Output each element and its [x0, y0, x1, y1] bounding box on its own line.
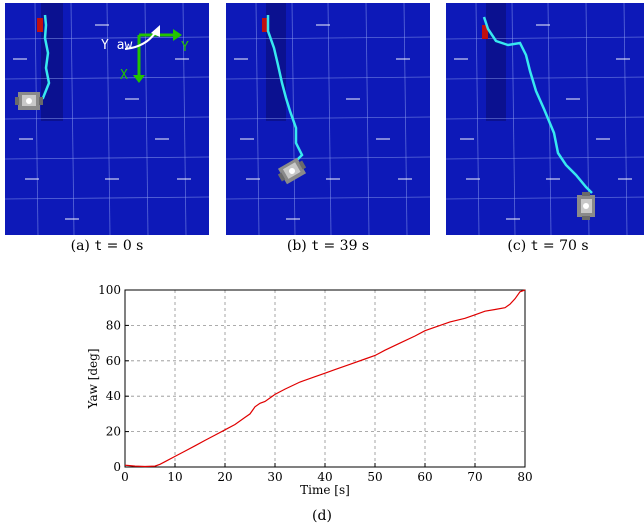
- x-tick-label: 30: [267, 470, 282, 484]
- dark-strip: [486, 3, 506, 121]
- caption-label: (a): [70, 238, 90, 254]
- start-marker: [482, 25, 488, 39]
- caption-var: t: [311, 239, 320, 254]
- start-marker: [37, 18, 43, 32]
- x-tick-label: 40: [317, 470, 332, 484]
- robot-icon: [577, 192, 595, 220]
- caption-value: = 39 s: [323, 238, 370, 254]
- x-axis-label: X: [120, 68, 128, 83]
- yaw-series-line: [124, 289, 526, 468]
- trajectory-line: [482, 16, 593, 194]
- y-tick-label: 60: [106, 354, 121, 368]
- trajectory-line: [34, 14, 51, 105]
- caption-var: t: [94, 239, 103, 254]
- caption-label: (c): [507, 238, 527, 254]
- robot-icon: [277, 157, 307, 185]
- robot-icon: [15, 92, 43, 110]
- caption-c: (c) t = 70 s: [446, 238, 644, 254]
- yaw-chart: 0 10 20 30 40 50 60 70 80 0 20 40 60 80 100 Time [s] Yaw…: [86, 283, 533, 497]
- x-tick-label: 10: [167, 470, 182, 484]
- dark-strip: [266, 3, 286, 121]
- start-marker: [262, 18, 268, 32]
- x-axis-title: Time [s]: [300, 483, 350, 497]
- y-tick-label: 80: [106, 318, 121, 332]
- caption-label: (b): [286, 238, 307, 254]
- caption-a: (a) t = 0 s: [5, 238, 209, 254]
- tile-lines: [5, 3, 209, 235]
- x-tick-label: 80: [517, 470, 532, 484]
- caption-value: = 70 s: [542, 238, 589, 254]
- figure-caption-d: (d): [312, 508, 332, 524]
- y-axis-label: Y: [181, 40, 189, 55]
- y-tick-label: 20: [106, 425, 121, 439]
- floor-image-panel-c: [446, 3, 644, 235]
- dark-strip: [41, 3, 63, 121]
- caption-value: = 0 s: [106, 238, 144, 254]
- x-tick-label: 20: [217, 470, 232, 484]
- axes-overlay: Y aw Y X: [101, 25, 189, 83]
- floor-image-panel-b: [226, 3, 430, 235]
- caption-var: t: [530, 239, 539, 254]
- y-tick-label: 0: [113, 460, 121, 474]
- x-tick-label: 60: [417, 470, 432, 484]
- y-tick-label: 40: [106, 389, 121, 403]
- caption-b: (b) t = 39 s: [226, 238, 430, 254]
- chart-grid: [125, 290, 525, 467]
- x-tick-label: 70: [467, 470, 482, 484]
- floor-image-panel-a: Y aw Y X: [5, 3, 209, 235]
- x-tick-label: 50: [367, 470, 382, 484]
- x-tick-label: 0: [121, 470, 129, 484]
- trajectory-line: [266, 15, 304, 164]
- yaw-axis-label: Y aw: [101, 38, 132, 53]
- y-tick-label: 100: [98, 283, 121, 297]
- y-axis-title: Yaw [deg]: [86, 348, 100, 409]
